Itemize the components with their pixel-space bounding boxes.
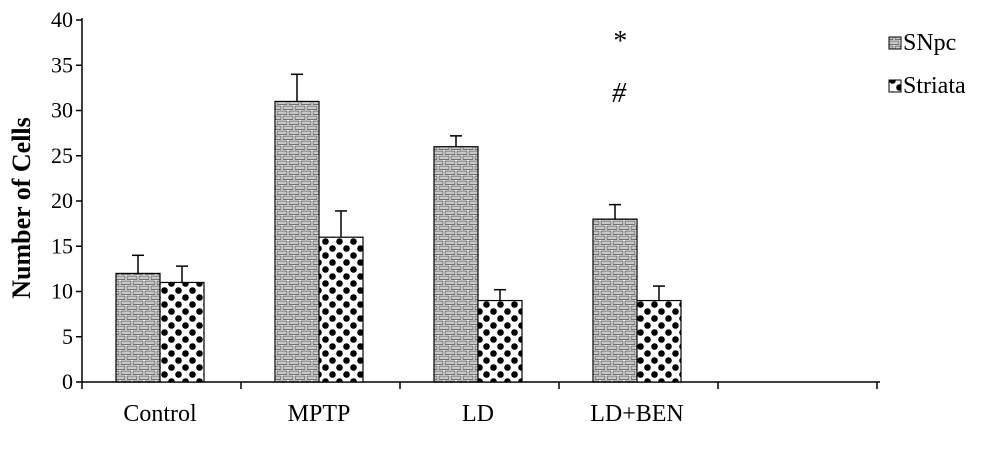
y-tick-label-25: 25 bbox=[51, 143, 73, 168]
bar-striata-control bbox=[159, 281, 205, 383]
y-tick-label-35: 35 bbox=[51, 52, 73, 77]
error-bars bbox=[132, 73, 665, 301]
y-tick-label-5: 5 bbox=[62, 324, 73, 349]
legend-swatch-striata bbox=[888, 79, 902, 93]
bar-striata-ld bbox=[477, 299, 523, 383]
bar-striata-ld-ben bbox=[636, 299, 682, 383]
legend: SNpc Striata bbox=[888, 30, 966, 99]
bar-snpc-ld bbox=[433, 146, 479, 383]
bar-snpc-ld-ben bbox=[592, 218, 638, 383]
axes: 0 5 10 15 20 25 30 35 40 bbox=[51, 7, 880, 394]
y-tick-label-0: 0 bbox=[62, 369, 73, 394]
y-tick-label-20: 20 bbox=[51, 188, 73, 213]
bar-striata-mptp bbox=[318, 236, 364, 383]
annotation-star: * bbox=[612, 26, 626, 57]
x-tick-label-3: LD+BEN bbox=[590, 401, 684, 427]
category-labels: Control MPTP LD LD+BEN bbox=[123, 401, 683, 427]
annotation-hash: # bbox=[612, 78, 627, 109]
x-tick-label-1: MPTP bbox=[288, 401, 351, 427]
bar-snpc-control bbox=[115, 272, 161, 383]
legend-label-striata: Striata bbox=[903, 73, 966, 99]
y-axis-label: Number of Cells bbox=[7, 117, 36, 299]
bars bbox=[115, 100, 682, 383]
x-tick-label-0: Control bbox=[123, 401, 197, 427]
legend-label-snpc: SNpc bbox=[903, 30, 956, 56]
y-tick-label-30: 30 bbox=[51, 98, 73, 123]
legend-swatch-snpc bbox=[888, 36, 902, 50]
y-tick-label-15: 15 bbox=[51, 233, 73, 258]
bar-snpc-mptp bbox=[274, 100, 320, 383]
y-tick-label-40: 40 bbox=[51, 7, 73, 32]
x-tick-label-2: LD bbox=[462, 401, 494, 427]
y-tick-label-10: 10 bbox=[51, 279, 73, 304]
